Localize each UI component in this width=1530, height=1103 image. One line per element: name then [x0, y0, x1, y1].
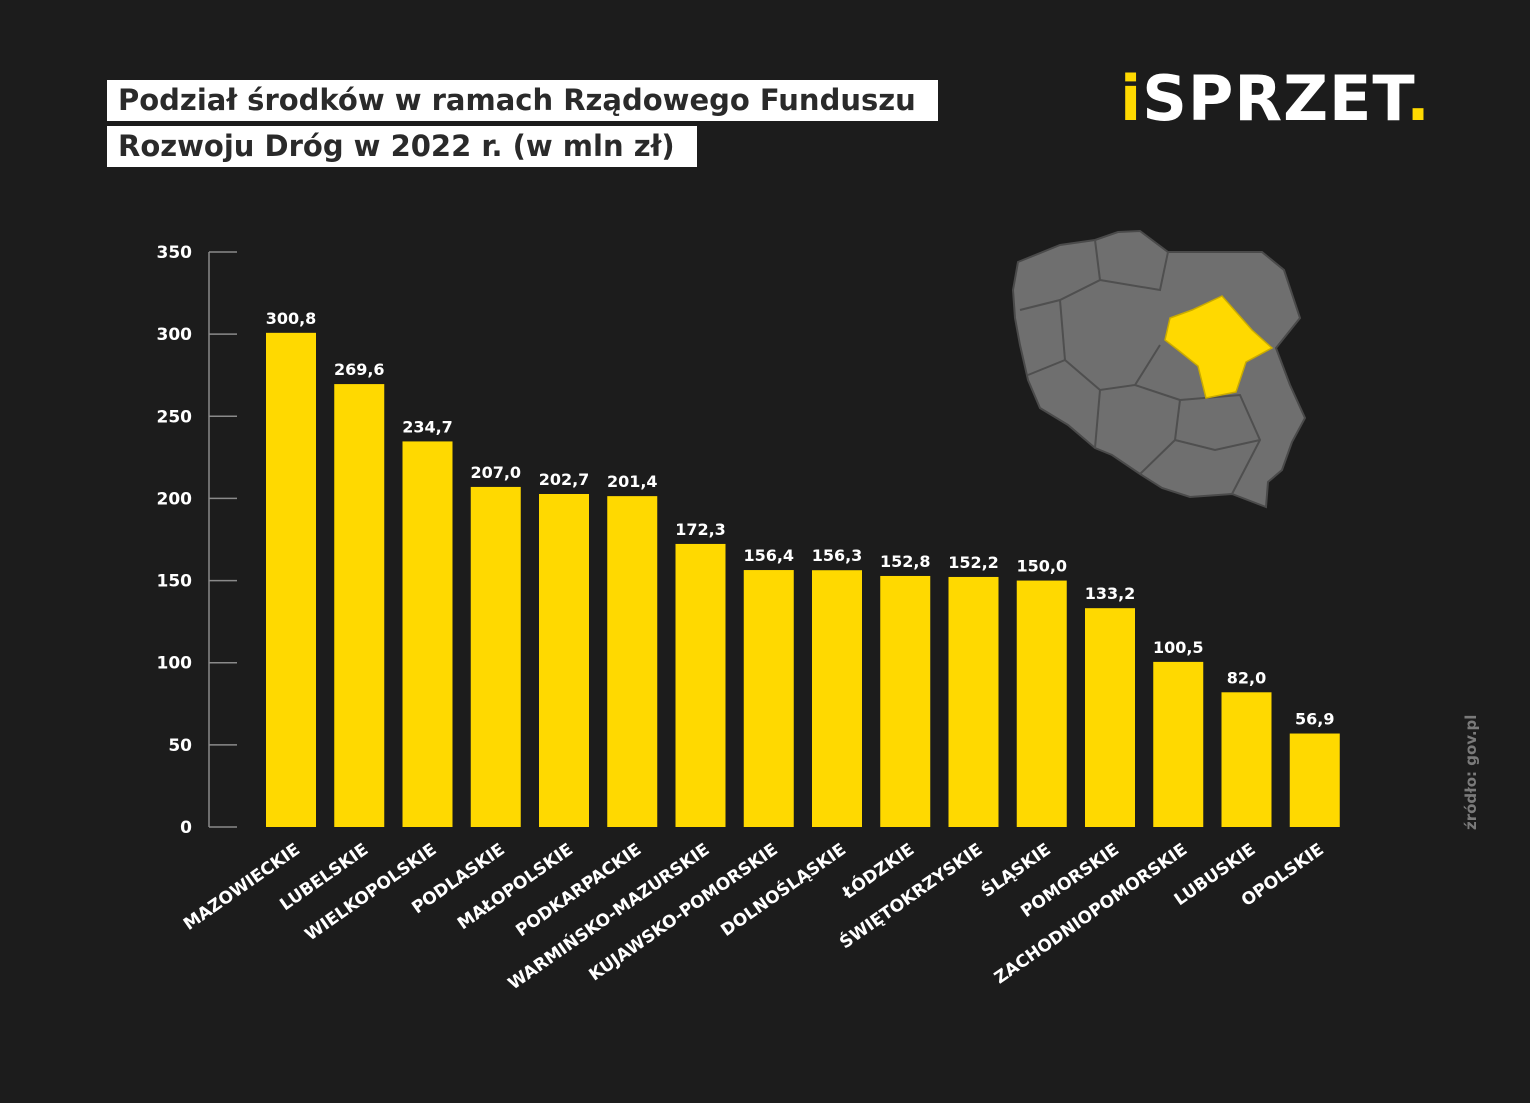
- y-tick-label: 200: [157, 489, 193, 509]
- bar: [675, 543, 726, 827]
- bar-value-label: 152,2: [948, 553, 999, 572]
- x-category-label: DOLNOŚLĄSKIE: [716, 838, 850, 941]
- logo-dot: .: [1406, 62, 1431, 135]
- bar-value-label: 150,0: [1016, 557, 1067, 576]
- x-category-label: MAŁOPOLSKIE: [454, 840, 577, 934]
- y-axis: 0 50 100 150 200 250 300 350: [157, 243, 237, 838]
- bar-value-label: 133,2: [1085, 584, 1136, 603]
- x-category-label: MAZOWIECKIE: [180, 840, 304, 935]
- bar: [812, 570, 862, 827]
- bar: [1221, 692, 1272, 827]
- map-highlight-mazowieckie: [1164, 295, 1274, 399]
- bar-value-label: 156,4: [743, 546, 794, 565]
- bar-value-label: 100,5: [1153, 638, 1204, 657]
- map-country-shape: [1011, 229, 1307, 509]
- bar: [266, 332, 316, 827]
- bar-value-label: 156,3: [812, 546, 863, 565]
- bar-value-label: 207,0: [470, 463, 521, 482]
- y-tick-label: 100: [157, 654, 193, 674]
- brand-logo: iSPRZET.: [1120, 62, 1431, 135]
- y-tick-label: 50: [168, 736, 192, 756]
- y-tick-label: 0: [180, 818, 192, 838]
- y-tick-label: 250: [157, 407, 193, 427]
- y-tick-label: 300: [157, 325, 193, 345]
- bar: [1016, 580, 1067, 827]
- bar: [1085, 608, 1135, 827]
- map-region-borders: [1019, 239, 1262, 495]
- bar-value-label: 202,7: [539, 470, 590, 489]
- bar-value-label: 269,6: [334, 360, 385, 379]
- bar-value-label: 152,8: [880, 552, 931, 571]
- bar: [1153, 661, 1204, 827]
- y-tick-label: 350: [157, 243, 193, 263]
- bar-value-label: 300,8: [266, 309, 317, 328]
- chart-title-line-2: Rozwoju Dróg w 2022 r. (w mln zł): [107, 126, 697, 167]
- bar: [470, 486, 521, 827]
- bar: [948, 576, 999, 827]
- bar-value-label: 56,9: [1295, 710, 1334, 729]
- bar: [539, 493, 589, 827]
- bar-value-label: 201,4: [607, 472, 658, 491]
- logo-i: i: [1120, 62, 1143, 135]
- bar: [402, 441, 453, 827]
- bar-value-label: 82,0: [1227, 668, 1266, 687]
- bar: [334, 384, 385, 827]
- logo-text: SPRZET: [1142, 62, 1407, 135]
- bar-value-label: 234,7: [402, 417, 453, 436]
- bar: [607, 496, 658, 827]
- bar: [880, 575, 931, 827]
- bar: [1289, 733, 1340, 827]
- chart-title-line-1: Podział środków w ramach Rządowego Fundu…: [107, 80, 938, 121]
- y-tick-label: 150: [157, 572, 193, 592]
- bar-value-label: 172,3: [675, 520, 726, 539]
- poland-map-icon: [1011, 229, 1307, 509]
- bar: [743, 570, 794, 827]
